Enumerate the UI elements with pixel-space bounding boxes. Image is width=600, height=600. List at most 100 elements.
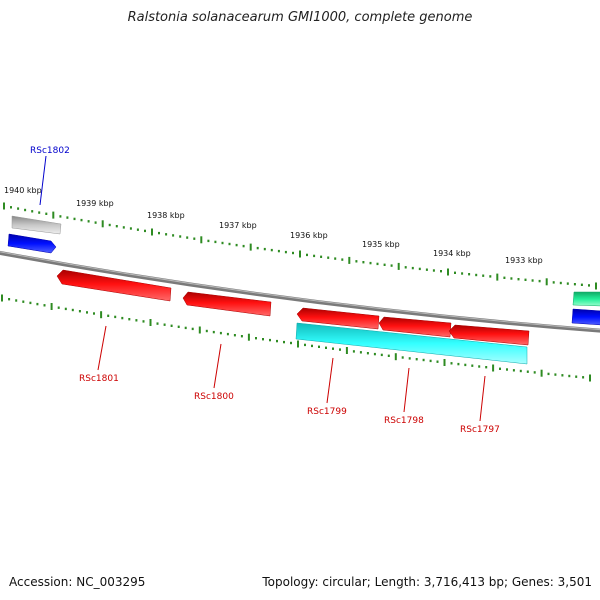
minor-tick bbox=[221, 241, 224, 245]
minor-tick bbox=[575, 375, 578, 378]
minor-tick bbox=[311, 344, 313, 348]
gene-rsc1799[interactable] bbox=[296, 307, 380, 330]
gray-feature[interactable] bbox=[11, 215, 62, 235]
minor-tick bbox=[482, 274, 485, 277]
minor-tick bbox=[73, 217, 76, 221]
minor-tick bbox=[212, 330, 215, 334]
blue-feature-right[interactable] bbox=[571, 308, 600, 326]
minor-tick bbox=[390, 264, 393, 267]
major-tick bbox=[540, 369, 543, 377]
minor-tick bbox=[526, 370, 529, 373]
minor-tick bbox=[313, 254, 316, 258]
major-tick bbox=[492, 364, 495, 372]
major-tick bbox=[595, 282, 597, 290]
minor-tick bbox=[478, 365, 481, 368]
minor-tick bbox=[339, 348, 341, 351]
minor-tick bbox=[457, 362, 460, 366]
minor-tick bbox=[464, 363, 467, 367]
scale-label: 1935 kbp bbox=[362, 240, 400, 249]
minor-tick bbox=[31, 210, 34, 213]
minor-tick bbox=[552, 281, 555, 284]
minor-tick bbox=[135, 319, 138, 322]
major-tick bbox=[52, 211, 55, 219]
minor-tick bbox=[380, 353, 383, 357]
minor-tick bbox=[156, 322, 159, 325]
minor-tick bbox=[366, 352, 369, 355]
minor-tick bbox=[524, 278, 527, 281]
minor-tick bbox=[107, 314, 110, 317]
minor-tick bbox=[142, 320, 145, 323]
minor-tick bbox=[24, 208, 27, 212]
minor-tick bbox=[43, 304, 46, 307]
minor-tick bbox=[240, 335, 243, 338]
minor-tick bbox=[214, 240, 217, 244]
gene-label-rsc1797[interactable]: RSc1797 bbox=[460, 425, 500, 435]
gene-rsc1802[interactable] bbox=[7, 233, 57, 254]
major-tick bbox=[247, 333, 250, 341]
gene-label-rsc1799[interactable]: RSc1799 bbox=[307, 407, 347, 417]
minor-tick bbox=[559, 281, 562, 285]
minor-tick bbox=[228, 242, 231, 246]
minor-tick bbox=[373, 352, 376, 356]
leader-line bbox=[479, 375, 486, 422]
minor-tick bbox=[86, 311, 88, 314]
gene-rsc1800[interactable] bbox=[182, 291, 272, 317]
minor-tick bbox=[277, 249, 280, 253]
minor-tick bbox=[320, 255, 323, 258]
minor-tick bbox=[376, 262, 379, 266]
minor-tick bbox=[415, 358, 418, 361]
minor-tick bbox=[242, 244, 245, 248]
minor-tick bbox=[355, 260, 358, 263]
gene-rsc1798[interactable] bbox=[378, 316, 452, 338]
major-tick bbox=[1, 294, 3, 302]
major-tick bbox=[151, 228, 153, 236]
scale-label: 1938 kbp bbox=[147, 211, 185, 220]
minor-tick bbox=[429, 359, 432, 363]
genome-backbone bbox=[0, 250, 600, 333]
major-tick bbox=[443, 359, 446, 366]
minor-tick bbox=[114, 315, 117, 319]
minor-tick bbox=[172, 234, 175, 237]
minor-tick bbox=[57, 306, 60, 309]
minor-tick bbox=[485, 366, 488, 369]
minor-tick bbox=[205, 329, 208, 333]
minor-tick bbox=[284, 250, 287, 254]
minor-tick bbox=[582, 376, 585, 379]
minor-tick bbox=[36, 302, 39, 306]
gene-rsc1797[interactable] bbox=[448, 324, 530, 346]
green-feature[interactable] bbox=[572, 291, 600, 307]
minor-tick bbox=[411, 266, 414, 270]
minor-tick bbox=[22, 300, 25, 303]
minor-tick bbox=[144, 229, 146, 233]
leader-line bbox=[97, 325, 107, 371]
minor-tick bbox=[235, 243, 238, 247]
minor-tick bbox=[177, 325, 180, 328]
minor-tick bbox=[510, 277, 513, 280]
gene-rsc1801[interactable] bbox=[56, 269, 172, 302]
major-tick bbox=[397, 262, 400, 270]
minor-tick bbox=[184, 326, 187, 330]
minor-tick bbox=[362, 261, 365, 264]
gene-label-rsc1798[interactable]: RSc1798 bbox=[384, 416, 424, 426]
gene-label-rsc1802[interactable]: RSc1802 bbox=[30, 146, 70, 156]
minor-tick bbox=[369, 261, 372, 265]
gene-label-rsc1800[interactable]: RSc1800 bbox=[194, 392, 234, 402]
minor-tick bbox=[517, 278, 520, 281]
minor-tick bbox=[327, 256, 330, 259]
gene-label-rsc1801[interactable]: RSc1801 bbox=[79, 374, 119, 384]
minor-tick bbox=[332, 347, 334, 350]
minor-tick bbox=[512, 369, 515, 372]
minor-tick bbox=[341, 258, 344, 261]
minor-tick bbox=[128, 318, 131, 321]
cyan-feature[interactable] bbox=[295, 322, 528, 365]
minor-tick bbox=[292, 251, 294, 255]
minor-tick bbox=[269, 338, 271, 342]
minor-tick bbox=[418, 267, 421, 271]
minor-tick bbox=[547, 372, 550, 376]
major-tick bbox=[198, 326, 201, 334]
scale-label: 1937 kbp bbox=[219, 221, 257, 230]
minor-tick bbox=[475, 273, 478, 277]
minor-tick bbox=[276, 339, 278, 343]
scale-label: 1933 kbp bbox=[505, 256, 543, 265]
